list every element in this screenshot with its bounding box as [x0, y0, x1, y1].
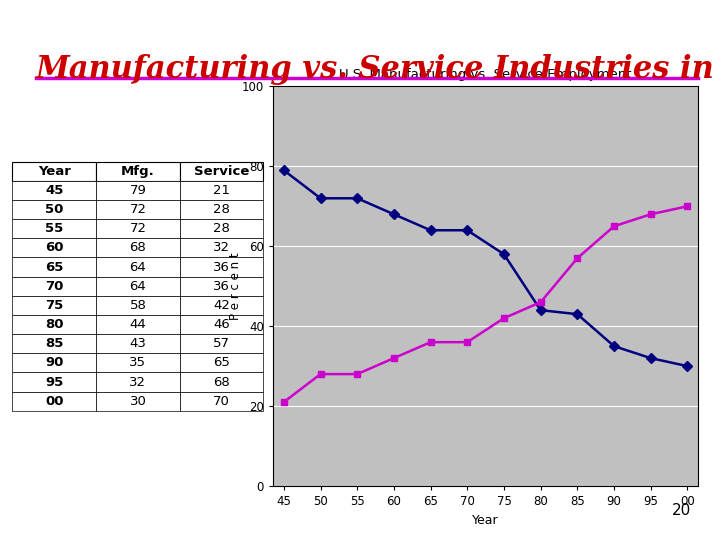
Text: Manufacturing vs. Service Industries in US: Manufacturing vs. Service Industries in …	[36, 54, 720, 85]
X-axis label: Year: Year	[472, 514, 499, 526]
Y-axis label: P e r c e n t: P e r c e n t	[230, 252, 243, 320]
Text: 20: 20	[672, 503, 691, 518]
Title: U.S. Manufacturing vs. Service Employment: U.S. Manufacturing vs. Service Employmen…	[339, 68, 632, 81]
